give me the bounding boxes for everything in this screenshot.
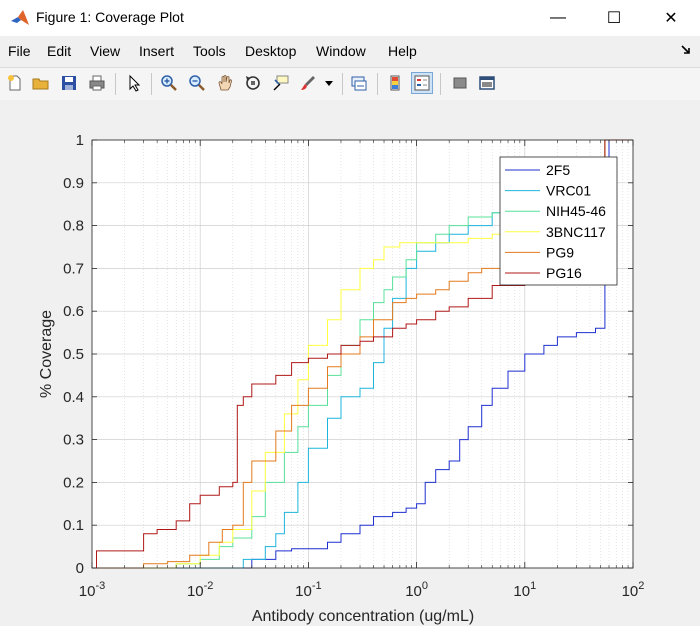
zoom-in-icon[interactable]	[158, 72, 180, 94]
zoom-out-icon[interactable]	[186, 72, 208, 94]
rotate-3d-icon[interactable]	[242, 72, 264, 94]
menu-edit[interactable]: Edit	[47, 43, 72, 59]
title-bar: Figure 1: Coverage Plot — ☐ ✕	[0, 0, 700, 36]
menu-window[interactable]: Window	[316, 43, 366, 59]
close-button[interactable]: ✕	[664, 10, 678, 27]
legend-label: PG9	[546, 244, 574, 260]
menu-tools[interactable]: Tools	[193, 43, 226, 59]
minimize-button[interactable]: —	[550, 9, 566, 26]
menu-desktop[interactable]: Desktop	[245, 43, 297, 59]
x-tick-label: 100	[405, 580, 428, 600]
toolbar-separator	[377, 73, 378, 95]
show-plot-tools-icon[interactable]	[476, 72, 498, 94]
hide-plot-tools-icon[interactable]	[449, 72, 471, 94]
x-tick-labels: 10-3 10-2 10-1 100 101 102	[79, 580, 645, 600]
x-axis-label: Antibody concentration (ug/mL)	[252, 608, 474, 625]
y-axis-label: % Coverage	[38, 310, 55, 398]
series-lines	[92, 139, 633, 569]
x-tick-label: 101	[513, 580, 536, 600]
x-tick-label: 102	[622, 580, 645, 600]
coverage-chart: 00.10.20.30.40.50.60.70.80.91 10-3 10-2 10…	[38, 132, 645, 625]
y-tick-labels: 0 0.1 0.2 0.3 0.4 0.5 0.6 0.7 0.8 0.9 1	[63, 132, 84, 577]
series-line-2f5	[92, 139, 633, 569]
toolbar-separator	[440, 73, 441, 95]
series-line-pg16	[92, 139, 633, 569]
y-tick-label: 0.7	[63, 260, 84, 277]
toolbar-separator	[115, 73, 116, 95]
link-plot-icon[interactable]	[348, 72, 370, 94]
legend-label: NIH45-46	[546, 203, 606, 219]
brush-dropdown-icon[interactable]	[322, 72, 336, 94]
axis-ticks	[91, 139, 634, 569]
y-tick-label: 0.9	[63, 175, 84, 192]
pan-icon[interactable]	[214, 72, 236, 94]
toolbar-separator	[151, 73, 152, 95]
dock-arrow-icon[interactable]	[680, 44, 692, 56]
matlab-logo-icon	[11, 10, 29, 25]
y-tick-label: 0.1	[63, 517, 84, 534]
y-tick-label: 0	[76, 560, 84, 577]
x-tick-label: 10-3	[79, 580, 105, 600]
print-icon[interactable]	[86, 72, 108, 94]
legend[interactable]: 2F5 VRC01 NIH45-46 3BNC117 PG9 PG16	[499, 156, 618, 286]
maximize-button[interactable]: ☐	[606, 10, 622, 27]
window-title: Figure 1: Coverage Plot	[36, 9, 184, 25]
figure-canvas: 0 0.1 0.2 0.3 0.4 0.5 0.6 0.7 0.8 0.9 1 10-3 10-2 10…	[0, 100, 700, 626]
new-figure-icon[interactable]	[4, 72, 26, 94]
y-tick-label: 0.5	[63, 346, 84, 363]
figure-toolbar	[0, 67, 700, 101]
menu-insert[interactable]: Insert	[139, 43, 175, 59]
series-line-pg9	[92, 139, 633, 569]
legend-label: 2F5	[546, 162, 570, 178]
menu-bar: File Edit View Insert Tools Desktop Wind…	[0, 38, 700, 66]
legend-box	[499, 156, 618, 286]
legend-label: VRC01	[546, 183, 591, 199]
y-tick-label: 0.2	[63, 474, 84, 491]
x-tick-label: 10-2	[187, 580, 213, 600]
open-file-icon[interactable]	[30, 72, 52, 94]
y-tick-label: 0.8	[63, 218, 84, 235]
legend-icon[interactable]	[411, 72, 433, 94]
legend-label: 3BNC117	[546, 224, 606, 240]
y-tick-label: 0.6	[63, 303, 84, 320]
y-tick-label: 0.4	[63, 389, 84, 406]
colorbar-icon[interactable]	[384, 72, 406, 94]
data-cursor-icon[interactable]	[270, 72, 292, 94]
brush-icon[interactable]	[297, 72, 319, 94]
y-tick-label: 0.3	[63, 432, 84, 449]
menu-help[interactable]: Help	[388, 43, 417, 59]
legend-label: PG16	[546, 265, 582, 281]
toolbar-separator	[342, 73, 343, 95]
pointer-icon[interactable]	[123, 72, 145, 94]
y-tick-label: 1	[76, 132, 84, 149]
menu-view[interactable]: View	[90, 43, 121, 59]
save-icon[interactable]	[58, 72, 80, 94]
x-tick-label: 10-1	[295, 580, 321, 600]
menu-file[interactable]: File	[8, 43, 31, 59]
